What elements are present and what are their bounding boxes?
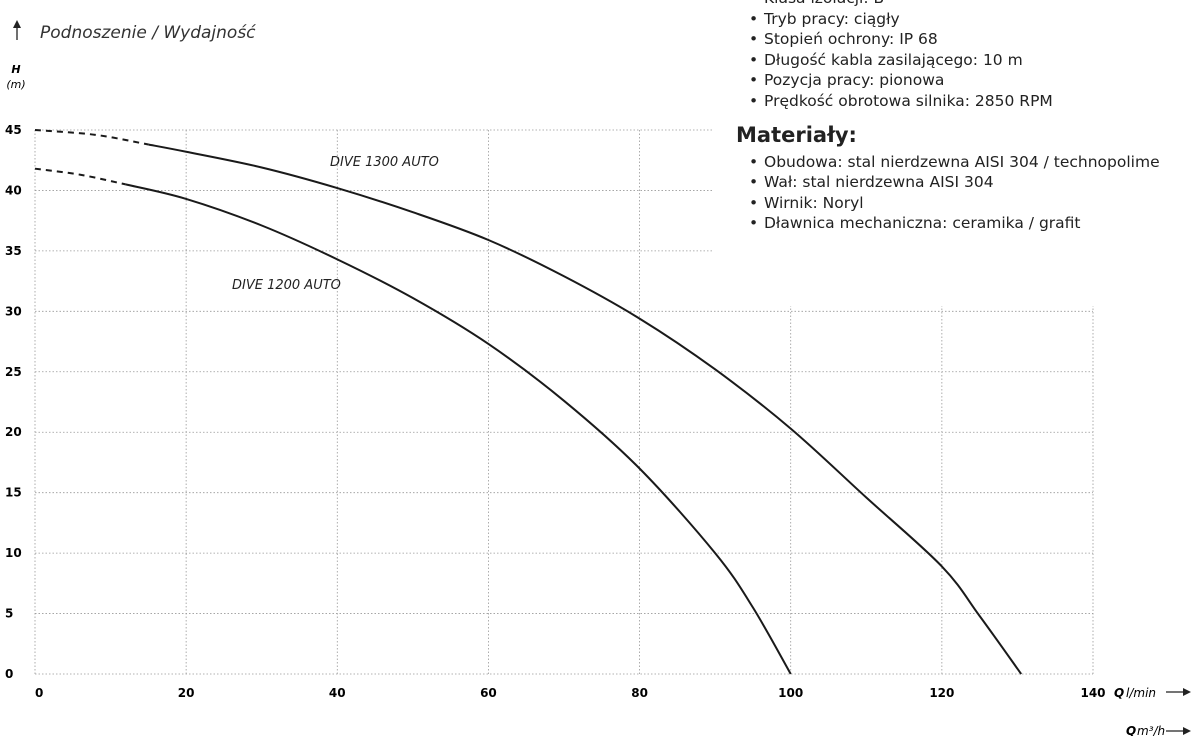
- list-item: Klasa izolacji: B: [742, 0, 1160, 9]
- y-tick-label: 10: [5, 546, 22, 560]
- curve-dashed: [34, 129, 149, 146]
- materials-heading: Materiały:: [736, 123, 857, 147]
- y-tick-label: 20: [5, 425, 22, 439]
- x2-arrow-head: [1183, 727, 1191, 735]
- x-tick-label: 140: [1080, 686, 1105, 700]
- list-item: Wał: stal nierdzewna AISI 304: [742, 172, 1160, 193]
- series-label: DIVE 1200 AUTO: [232, 278, 341, 293]
- list-item: Dławnica mechaniczna: ceramika / grafit: [742, 213, 1160, 234]
- x-tick-label: 120: [929, 686, 954, 700]
- x-tick-label: 20: [178, 686, 195, 700]
- y-tick-label: 45: [5, 123, 22, 137]
- x-tick-label: 40: [329, 686, 346, 700]
- materials-list: Obudowa: stal nierdzewna AISI 304 / tech…: [742, 152, 1160, 234]
- list-item: Obudowa: stal nierdzewna AISI 304 / tech…: [742, 152, 1160, 173]
- list-item: Prędkość obrotowa silnika: 2850 RPM: [742, 91, 1160, 112]
- list-item: Wirnik: Noryl: [742, 193, 1160, 214]
- y-tick-label: 30: [5, 304, 22, 318]
- x2-axis-unit: m³/h: [1137, 724, 1165, 736]
- curve: [148, 143, 1023, 675]
- x-tick-label: 100: [778, 686, 803, 700]
- x-tick-label: 60: [480, 686, 497, 700]
- info-panel: Klasa izolacji: BTryb pracy: ciągłyStopi…: [736, 0, 1160, 242]
- curve-dashed: [34, 167, 126, 186]
- x-axis-symbol: Q: [1114, 686, 1124, 700]
- y-arrow-head: [13, 20, 21, 28]
- x-axis-unit: l/min: [1126, 686, 1156, 700]
- x2-axis-symbol: Q: [1126, 724, 1136, 736]
- list-item: Tryb pracy: ciągły: [742, 9, 1160, 30]
- curve: [125, 183, 792, 675]
- series-label: DIVE 1300 AUTO: [330, 155, 439, 170]
- plot: [34, 129, 1023, 675]
- y-tick-label: 35: [5, 244, 22, 258]
- spec-list: Klasa izolacji: BTryb pracy: ciągłyStopi…: [742, 0, 1160, 111]
- y-tick-label: 0: [5, 667, 13, 681]
- list-item: Pozycja pracy: pionowa: [742, 70, 1160, 91]
- y-tick-label: 40: [5, 183, 22, 197]
- y-tick-label: 15: [5, 486, 22, 500]
- x-arrow-head: [1183, 688, 1191, 696]
- x-tick-label: 80: [631, 686, 648, 700]
- y-axis-unit: (m): [6, 78, 25, 91]
- y-axis-symbol: H: [11, 63, 20, 76]
- chart-title: Podnoszenie / Wydajność: [40, 23, 256, 43]
- list-item: Długość kabla zasilającego: 10 m: [742, 50, 1160, 71]
- grid: [34, 129, 1094, 675]
- y-tick-label: 25: [5, 365, 22, 379]
- list-item: Stopień ochrony: IP 68: [742, 29, 1160, 50]
- y-tick-label: 5: [5, 607, 13, 621]
- x-tick-label: 0: [35, 686, 43, 700]
